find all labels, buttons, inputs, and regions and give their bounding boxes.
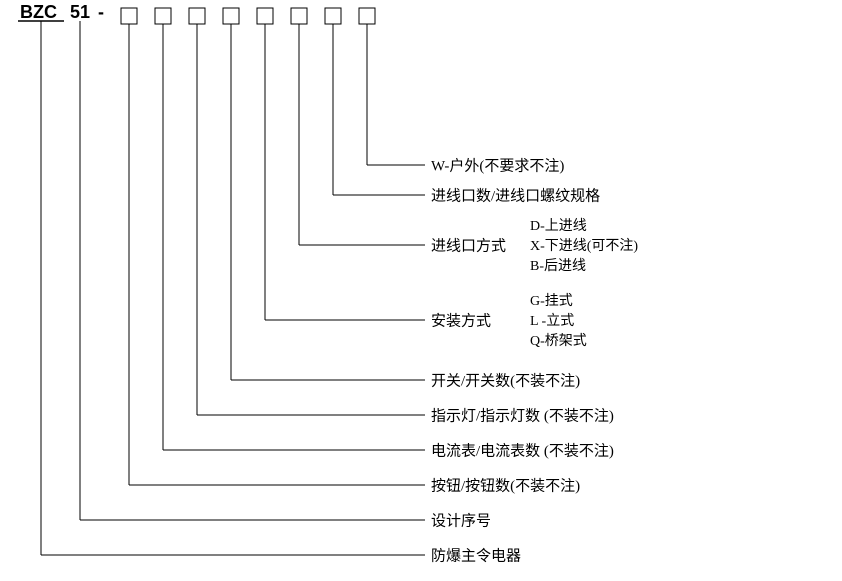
model-dash: - (98, 2, 104, 22)
placeholder-box-0 (121, 8, 137, 24)
label-0: 防爆主令电器 (431, 547, 521, 564)
model-number: 51 (70, 2, 90, 22)
placeholder-box-5 (291, 8, 307, 24)
placeholder-box-1 (155, 8, 171, 24)
label-1: 设计序号 (431, 512, 491, 529)
label-3: 电流表/电流表数 (不装不注) (431, 442, 614, 459)
placeholder-box-4 (257, 8, 273, 24)
placeholder-box-2 (189, 8, 205, 24)
label-6: 安装方式 (431, 312, 491, 329)
label-7-sub-2: B-后进线 (530, 258, 586, 274)
label-6-sub-2: Q-桥架式 (530, 333, 587, 349)
placeholder-box-7 (359, 8, 375, 24)
label-4: 指示灯/指示灯数 (不装不注) (431, 407, 614, 424)
placeholder-box-6 (325, 8, 341, 24)
label-6-sub-0: G-挂式 (530, 293, 573, 309)
label-7-sub-1: X-下进线(可不注) (530, 238, 638, 254)
placeholder-box-3 (223, 8, 239, 24)
label-9: W-户外(不要求不注) (431, 157, 564, 174)
label-6-sub-1: L -立式 (530, 313, 574, 329)
label-7: 进线口方式 (431, 237, 506, 254)
label-2: 按钮/按钮数(不装不注) (431, 477, 580, 494)
model-diagram: BZC 51- 防爆主令电器设计序号 按钮/按钮数(不装不注) 电流表/电流表数 (不装… (0, 0, 842, 581)
label-5: 开关/开关数(不装不注) (431, 372, 580, 389)
label-8: 进线口数/进线口螺纹规格 (431, 187, 600, 204)
label-7-sub-0: D-上进线 (530, 218, 587, 234)
model-prefix: BZC (20, 2, 57, 22)
